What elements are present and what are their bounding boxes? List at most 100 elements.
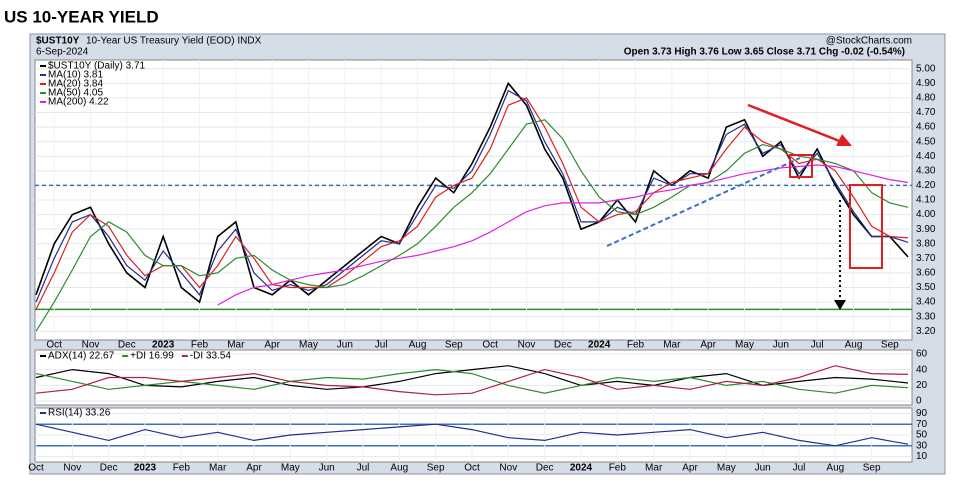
x-tick-label: Jul [811, 340, 824, 351]
x-tick-label: Oct [28, 463, 44, 474]
x-tick-label: Nov [63, 463, 81, 474]
x-tick-label: Mar [645, 463, 663, 474]
y-tick-label: 4.50 [916, 136, 936, 147]
x-tick-label: May [281, 463, 300, 474]
x-tick-label: Jul [375, 340, 388, 351]
series-line [35, 81, 909, 304]
symbol: $UST10Y [36, 36, 80, 47]
y-tick-label: 3.80 [916, 238, 936, 249]
legend-label: MA(10) 3.81 [48, 70, 103, 81]
legend-label: MA(20) 3.84 [48, 79, 103, 90]
x-tick-label: Nov [82, 340, 100, 351]
y-tick-label: 3.60 [916, 268, 936, 279]
annotation-trend [606, 157, 801, 247]
x-tick-label: Aug [409, 340, 427, 351]
x-tick-label: Apr [682, 463, 698, 474]
y-tick-label: 0 [916, 396, 922, 407]
x-tick-label: Dec [100, 463, 118, 474]
x-tick-label: Dec [536, 463, 554, 474]
x-tick-label: Aug [390, 463, 408, 474]
x-tick-label: Nov [518, 340, 536, 351]
y-tick-label: 4.80 [916, 93, 936, 104]
y-tick-label: 3.50 [916, 282, 936, 293]
x-tick-label: 2023 [134, 463, 157, 474]
x-tick-label: Jun [773, 340, 789, 351]
legend-label: -DI 33.54 [190, 351, 232, 362]
annotation-box [789, 154, 813, 178]
y-tick-label: 60 [916, 349, 928, 360]
x-tick-label: Mar [663, 340, 681, 351]
y-tick-label: 4.10 [916, 195, 936, 206]
x-tick-label: 2024 [588, 340, 611, 351]
x-tick-label: 2024 [570, 463, 593, 474]
source: @StockCharts.com [826, 36, 912, 47]
x-tick-label: Feb [609, 463, 627, 474]
x-tick-label: 2023 [152, 340, 175, 351]
x-tick-label: Aug [826, 463, 844, 474]
series-line [217, 164, 909, 306]
x-tick-label: Aug [845, 340, 863, 351]
x-tick-label: Mar [227, 340, 245, 351]
adx-panel [34, 349, 913, 406]
x-tick-label: Sep [445, 340, 463, 351]
x-tick-label: Feb [191, 340, 209, 351]
legend-label: MA(50) 4.05 [48, 88, 103, 99]
y-tick-label: 3.30 [916, 311, 936, 322]
y-tick-label: 40 [916, 364, 928, 375]
annotation-arrowhead [836, 134, 852, 146]
y-tick-label: 4.70 [916, 107, 936, 118]
x-tick-label: Feb [173, 463, 191, 474]
x-tick-label: Apr [700, 340, 716, 351]
y-tick-label: 4.40 [916, 151, 936, 162]
y-tick-label: 3.20 [916, 326, 936, 337]
series-line [35, 89, 909, 303]
x-tick-label: Jun [755, 463, 771, 474]
y-tick-label: 10 [916, 451, 928, 462]
x-tick-label: Jun [337, 340, 353, 351]
legend-label: RSI(14) 33.26 [48, 408, 111, 419]
page-title: US 10-YEAR YIELD [4, 7, 159, 26]
x-tick-label: May [735, 340, 754, 351]
y-tick-label: 4.20 [916, 180, 936, 191]
x-tick-label: May [299, 340, 318, 351]
y-tick-label: 4.30 [916, 165, 936, 176]
y-tick-label: 3.90 [916, 224, 936, 235]
legend-label: +DI 16.99 [130, 351, 174, 362]
x-tick-label: Feb [627, 340, 645, 351]
x-tick-label: May [717, 463, 736, 474]
date: 6-Sep-2024 [36, 47, 89, 58]
legend-label: ADX(14) 22.67 [48, 351, 115, 362]
series-line [35, 119, 909, 332]
x-tick-label: Sep [863, 463, 881, 474]
y-tick-label: 3.40 [916, 297, 936, 308]
y-tick-label: 20 [916, 380, 928, 391]
y-tick-label: 5.00 [916, 63, 936, 74]
x-tick-label: Jul [793, 463, 806, 474]
x-tick-label: Apr [246, 463, 262, 474]
y-tick-label: 90 [916, 408, 928, 419]
x-tick-label: Oct [482, 340, 498, 351]
x-tick-label: Mar [209, 463, 227, 474]
x-tick-label: Dec [118, 340, 136, 351]
legend-label: $UST10Y (Daily) 3.71 [48, 61, 146, 72]
x-tick-label: Jul [357, 463, 370, 474]
annotation-trend [747, 103, 843, 144]
quote: Open 3.73 High 3.76 Low 3.65 Close 3.71 … [624, 47, 905, 58]
y-tick-label: 30 [916, 440, 928, 451]
y-tick-label: 70 [916, 419, 928, 430]
annotation-arrowhead [834, 300, 846, 310]
legend-label: MA(200) 4.22 [48, 97, 109, 108]
y-tick-label: 3.70 [916, 253, 936, 264]
x-tick-label: Oct [46, 340, 62, 351]
x-tick-label: Jun [319, 463, 335, 474]
y-tick-label: 50 [916, 430, 928, 441]
y-tick-label: 4.90 [916, 78, 936, 89]
x-tick-label: Nov [499, 463, 517, 474]
series-line [35, 423, 909, 447]
x-tick-label: Oct [464, 463, 480, 474]
annotation-box [849, 184, 883, 269]
x-tick-label: Dec [554, 340, 572, 351]
x-tick-label: Sep [427, 463, 445, 474]
series-line [35, 365, 909, 396]
